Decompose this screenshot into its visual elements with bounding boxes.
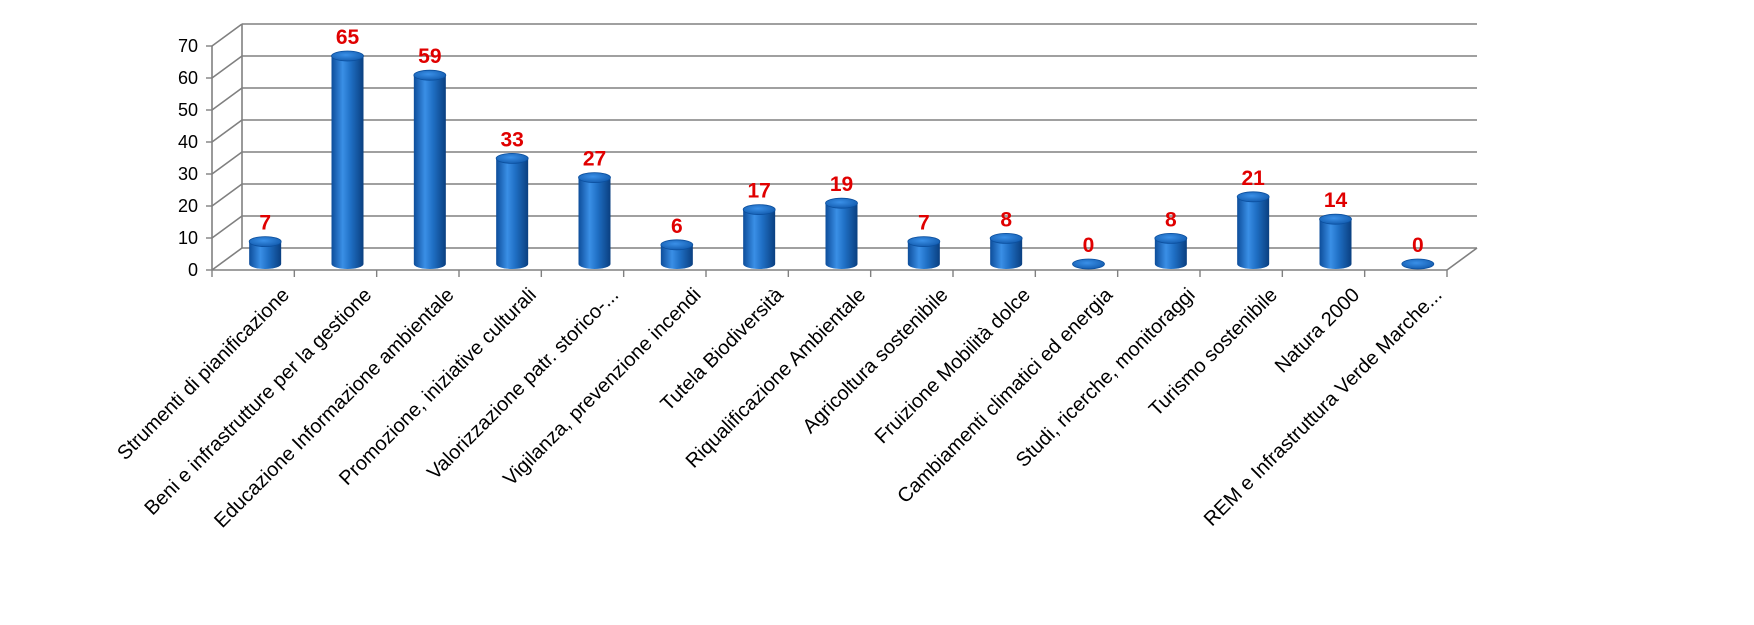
y-tick-label: 60	[178, 68, 198, 88]
bar	[495, 152, 529, 269]
bar-body	[1319, 219, 1352, 269]
data-label: 17	[747, 180, 770, 203]
bar-cap	[742, 204, 776, 216]
data-label: 7	[918, 212, 930, 235]
bar-cap	[1401, 258, 1435, 270]
bar-body	[578, 177, 611, 269]
bar	[248, 236, 282, 269]
bar-cap	[1319, 213, 1352, 225]
bar	[1236, 191, 1270, 269]
y-tick-label: 0	[188, 260, 198, 280]
bar	[1319, 213, 1352, 269]
bar-cap	[1236, 191, 1270, 203]
data-label: 21	[1241, 167, 1265, 190]
bar	[989, 232, 1023, 269]
bar-body	[249, 241, 282, 269]
bar	[1072, 258, 1105, 270]
y-tick-label: 70	[178, 36, 198, 56]
data-label: 0	[1412, 234, 1424, 257]
bar	[413, 69, 447, 269]
bars	[248, 50, 1435, 270]
data-label: 19	[830, 173, 853, 196]
gridline-diagonal	[211, 151, 243, 175]
data-label: 59	[418, 45, 441, 68]
bar	[907, 236, 941, 269]
data-label: 27	[583, 148, 606, 171]
gridline-diagonal	[211, 87, 243, 111]
bar-cap	[1072, 258, 1105, 270]
bar	[1401, 258, 1435, 270]
x-category-label: Fruizione Mobilità dolce	[871, 284, 1035, 448]
bar-body	[825, 203, 858, 269]
gridline-diagonal	[211, 119, 243, 143]
bar-body	[496, 158, 529, 269]
data-label: 33	[500, 128, 523, 151]
bar-cap	[578, 172, 611, 184]
gridline-diagonal	[211, 23, 243, 47]
data-label: 7	[259, 212, 271, 235]
bar	[331, 50, 364, 269]
bar-body	[660, 244, 693, 269]
y-tick-label: 20	[178, 196, 198, 216]
bar	[578, 172, 611, 269]
floor-right-edge	[1446, 247, 1478, 271]
bar-cap	[907, 236, 941, 248]
gridline-diagonal	[211, 55, 243, 79]
y-tick-label: 30	[178, 164, 198, 184]
y-tick-label: 50	[178, 100, 198, 120]
gridline-diagonal	[211, 215, 243, 239]
bar-cap	[495, 152, 529, 164]
bar-body	[1154, 238, 1187, 269]
gridline-diagonal	[211, 183, 243, 207]
bar-cap	[660, 239, 694, 251]
bar-cap	[248, 236, 282, 248]
data-label: 8	[1000, 208, 1012, 231]
y-tick-label: 40	[178, 132, 198, 152]
bar-cap	[825, 197, 858, 209]
bar-body	[743, 209, 776, 269]
bar-body	[907, 241, 940, 269]
data-label: 0	[1083, 234, 1095, 257]
bar	[825, 197, 858, 269]
x-category-label: Natura 2000	[1271, 284, 1364, 377]
gridline-diagonal	[211, 247, 243, 271]
bar-cap	[331, 50, 364, 62]
bar-body	[331, 56, 364, 269]
axes	[206, 23, 1478, 277]
bar-cap	[413, 69, 447, 81]
bar-body	[1237, 196, 1270, 269]
data-label: 14	[1324, 189, 1348, 212]
data-label: 65	[336, 26, 360, 49]
bar	[660, 239, 694, 269]
y-tick-label: 10	[178, 228, 198, 248]
data-label: 8	[1165, 208, 1177, 231]
x-category-label: Agricoltura sostenibile	[799, 284, 953, 438]
bar-cap	[989, 232, 1023, 244]
data-label: 6	[671, 215, 683, 238]
bar	[1154, 232, 1188, 269]
bar-body	[413, 75, 446, 269]
bar-cap	[1154, 232, 1188, 244]
x-category-label: Strumenti di pianificazione	[113, 284, 294, 465]
bar-body	[990, 238, 1023, 269]
bar	[742, 204, 776, 269]
